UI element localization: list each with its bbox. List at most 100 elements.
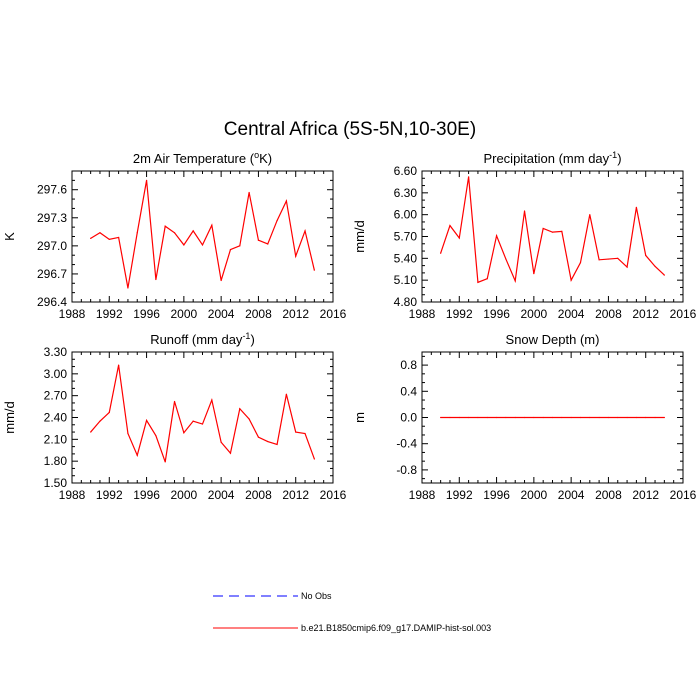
y-tick-label: 0.0 — [400, 411, 417, 425]
data-point — [607, 258, 610, 260]
x-tick-label: 2008 — [595, 307, 622, 321]
data-point — [598, 416, 600, 419]
data-point — [285, 200, 287, 202]
x-tick-label: 2012 — [632, 307, 659, 321]
x-tick-label: 2004 — [558, 307, 585, 321]
x-tick-label: 2004 — [558, 488, 585, 502]
data-point — [239, 245, 241, 247]
data-point — [220, 441, 222, 443]
data-point — [183, 244, 185, 246]
x-tick-label: 2008 — [245, 488, 272, 502]
panel-title: Runoff (mm day-1) — [150, 331, 255, 347]
data-point — [523, 416, 526, 419]
x-tick-label: 2008 — [245, 307, 272, 321]
x-tick-label: 2012 — [282, 488, 309, 502]
y-tick-label: -0.8 — [396, 463, 417, 477]
x-tick-label: 2008 — [595, 488, 622, 502]
y-tick-label: 3.00 — [44, 367, 68, 381]
data-point — [635, 206, 637, 208]
data-point — [99, 420, 101, 422]
data-point — [570, 416, 572, 419]
legend-label-1: No Obs — [301, 591, 332, 601]
data-point — [108, 411, 110, 414]
series-line-model — [90, 180, 315, 289]
y-axis-label: m — [352, 412, 367, 423]
data-point — [295, 431, 297, 433]
data-point — [155, 278, 157, 281]
y-tick-label: 5.70 — [394, 230, 418, 244]
x-tick-label: 2000 — [171, 307, 198, 321]
data-point — [257, 239, 260, 241]
data-point — [313, 458, 315, 460]
data-point — [201, 423, 204, 425]
data-point — [495, 416, 498, 419]
x-tick-label: 2004 — [208, 307, 235, 321]
data-point — [654, 416, 656, 419]
data-point — [486, 416, 488, 419]
panel-title-end: K) — [259, 151, 272, 166]
data-point — [542, 227, 544, 230]
y-tick-label: 1.80 — [44, 454, 68, 468]
data-point — [136, 454, 138, 456]
data-point — [118, 236, 120, 239]
data-point — [579, 262, 582, 264]
data-point — [598, 259, 600, 261]
x-tick-label: 1988 — [409, 488, 436, 502]
y-tick-label: 0.8 — [400, 358, 417, 372]
data-point — [468, 416, 470, 419]
y-tick-label: 296.7 — [37, 267, 67, 281]
data-point — [486, 278, 488, 280]
plot-frame — [71, 170, 334, 303]
data-point — [192, 230, 194, 232]
x-tick-label: 1992 — [96, 488, 123, 502]
panel-title-super: o — [254, 150, 259, 160]
data-point — [607, 416, 610, 419]
x-tick-label: 2016 — [670, 488, 697, 502]
data-point — [239, 408, 241, 410]
y-tick-label: 2.40 — [44, 411, 68, 425]
data-point — [635, 416, 637, 419]
panel-title-end: ) — [617, 151, 621, 166]
panel-title-text: 2m Air Temperature ( — [133, 151, 255, 166]
data-point — [617, 257, 619, 259]
data-point — [248, 418, 250, 420]
data-point — [99, 232, 101, 234]
data-point — [514, 416, 516, 419]
y-axis-label: mm/d — [2, 401, 17, 434]
y-tick-label: 6.60 — [394, 164, 418, 178]
x-tick-label: 1992 — [446, 488, 473, 502]
data-point — [201, 244, 204, 246]
x-tick-label: 2004 — [208, 488, 235, 502]
panel-title-end: ) — [250, 332, 254, 347]
panel-title-text: Precipitation (mm day — [483, 151, 609, 166]
data-point — [551, 231, 554, 233]
data-point — [90, 431, 92, 433]
y-tick-label: 297.0 — [37, 239, 67, 253]
data-point — [505, 258, 507, 260]
data-point — [108, 238, 110, 240]
data-point — [136, 232, 138, 234]
data-point — [477, 281, 479, 283]
x-tick-label: 2012 — [632, 488, 659, 502]
data-point — [542, 416, 544, 419]
y-tick-label: 6.00 — [394, 208, 418, 222]
data-point — [561, 230, 563, 233]
x-tick-label: 1996 — [483, 307, 510, 321]
data-point — [211, 399, 213, 401]
data-point — [155, 435, 157, 437]
x-tick-label: 1992 — [96, 307, 123, 321]
panel-title-super: -1 — [609, 150, 617, 160]
y-tick-label: 297.6 — [37, 183, 67, 197]
data-point — [579, 416, 582, 419]
data-point — [440, 416, 442, 419]
y-tick-label: 5.10 — [394, 273, 418, 287]
data-point — [257, 436, 260, 438]
data-point — [533, 273, 535, 275]
series-line-model — [90, 364, 315, 463]
data-point — [164, 225, 166, 227]
panel-title-text: Runoff (mm day — [150, 332, 243, 347]
panel-1: 2m Air Temperature (oK) 1988 1992 1996 2000 2… — [2, 150, 347, 321]
data-point — [304, 230, 306, 232]
x-tick-label: 2012 — [282, 307, 309, 321]
